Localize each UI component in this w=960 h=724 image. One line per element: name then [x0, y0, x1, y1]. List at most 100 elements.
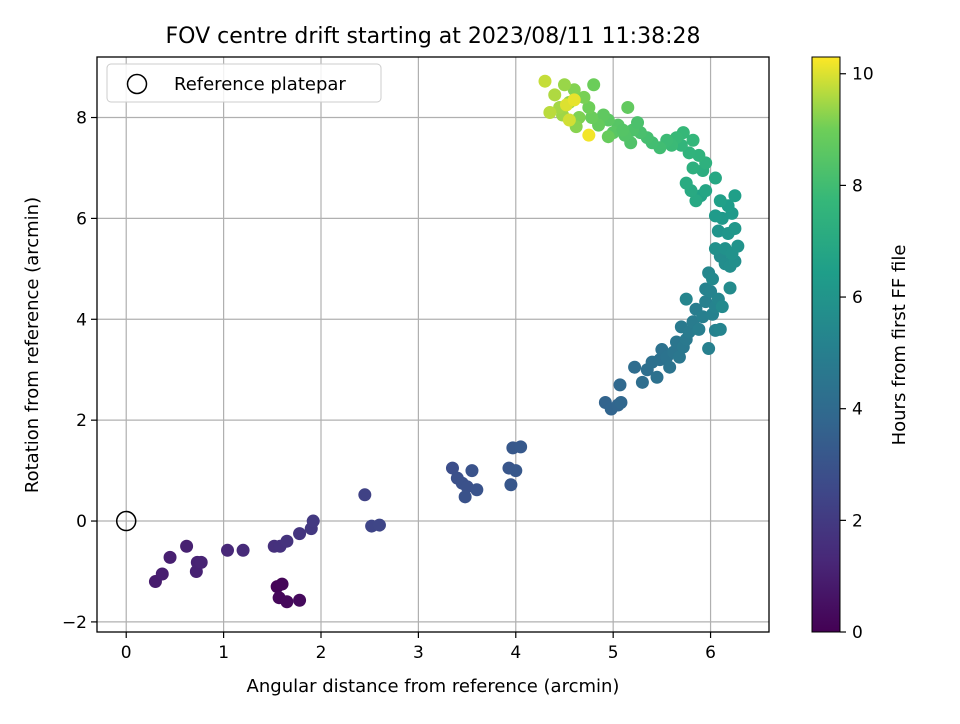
scatter-point [458, 490, 472, 504]
legend-marker-icon [126, 73, 148, 95]
colorbar-tick-label: 0 [852, 623, 863, 643]
scatter-point [372, 518, 386, 532]
scatter-point [470, 483, 484, 497]
y-tick-label: −2 [62, 613, 87, 633]
scatter-point [275, 577, 289, 591]
x-tick-label: 0 [121, 643, 132, 663]
scatter-point [587, 78, 601, 92]
scatter-point [306, 514, 320, 528]
scatter-point [689, 194, 703, 208]
scatter-point [628, 360, 642, 374]
scatter-point [686, 161, 700, 175]
scatter-point [696, 310, 710, 324]
y-axis-ticks: −2 0 2 4 6 8 [62, 109, 97, 633]
scatter-point [699, 184, 713, 198]
x-axis-label: Angular distance from reference (arcmin) [247, 676, 620, 697]
scatter-point [548, 88, 562, 102]
scatter-point [708, 171, 722, 185]
scatter-point [713, 194, 727, 208]
scatter-point [236, 543, 250, 557]
scatter-point [728, 189, 742, 203]
x-axis-ticks: 0 1 2 3 4 5 6 [121, 632, 716, 663]
scatter-point [280, 595, 294, 609]
plot-frame [96, 56, 770, 633]
scatter-point [567, 83, 581, 97]
x-tick-label: 6 [705, 643, 716, 663]
colorbar-tick-label: 4 [852, 400, 863, 420]
x-tick-label: 2 [316, 643, 327, 663]
scatter-point [715, 300, 729, 314]
x-tick-label: 1 [218, 643, 229, 663]
scatter-point [194, 555, 208, 569]
scatter-point [728, 221, 742, 235]
scatter-point [601, 130, 615, 144]
colorbar-tick-label: 2 [852, 511, 863, 531]
legend-box [106, 63, 382, 103]
colorbar-tick-label: 6 [852, 288, 863, 308]
scatter-point [514, 440, 528, 454]
scatter-point [155, 567, 169, 581]
grid-lines [97, 57, 769, 632]
colorbar-gradient [811, 56, 841, 633]
colorbar: 0 2 4 6 8 10 Hours from first FF file [811, 56, 910, 643]
scatter-point [699, 295, 713, 309]
scatter-point [663, 360, 677, 374]
scatter-point [465, 464, 479, 478]
scatter-point [621, 100, 635, 114]
scatter-point [221, 543, 235, 557]
scatter-point [280, 534, 294, 548]
colorbar-label: Hours from first FF file [889, 245, 910, 446]
scatter-point [293, 527, 307, 541]
scatter-point [445, 461, 459, 475]
legend: Reference platepar [106, 63, 382, 103]
scatter-point [567, 93, 581, 107]
scatter-point [682, 325, 696, 339]
y-tick-label: 6 [76, 209, 87, 229]
scatter-point [163, 550, 177, 564]
scatter-point [706, 272, 720, 286]
chart-title: FOV centre drift starting at 2023/08/11 … [166, 24, 701, 49]
scatter-point [293, 593, 307, 607]
scatter-point [614, 396, 628, 410]
scatter-point [708, 209, 722, 223]
scatter-point [650, 370, 664, 384]
scatter-point [635, 375, 649, 389]
scatter-point [180, 539, 194, 553]
y-tick-label: 2 [76, 411, 87, 431]
x-tick-label: 4 [510, 643, 521, 663]
y-tick-label: 0 [76, 512, 87, 532]
scatter-point [692, 322, 706, 336]
scatter-point [708, 242, 722, 256]
scatter-point [713, 322, 727, 336]
scatter-point [538, 74, 552, 88]
scatter-point [358, 488, 372, 502]
scatter-point [577, 90, 591, 104]
scatter-point [613, 378, 627, 392]
scatter-point [679, 292, 693, 306]
scatter-point [543, 105, 557, 119]
scatter-point [631, 116, 645, 130]
scatter-point [692, 148, 706, 162]
scatter-point [585, 111, 599, 125]
data-points [148, 74, 745, 609]
scatter-point [679, 176, 693, 190]
scatter-point [509, 464, 523, 478]
scatter-point [731, 239, 745, 253]
scatter-point [616, 123, 630, 137]
colorbar-ticks: 0 2 4 6 8 10 [840, 65, 874, 643]
x-tick-label: 3 [413, 643, 424, 663]
colorbar-tick-label: 8 [852, 176, 863, 196]
legend-entry: Reference platepar [174, 74, 346, 95]
scatter-point [711, 224, 725, 238]
scatter-point [557, 78, 571, 92]
reference-point [115, 510, 137, 532]
scatter-point [672, 350, 686, 364]
reference-marker [115, 510, 137, 532]
scatter-point [596, 108, 610, 122]
scatter-point [562, 113, 576, 127]
colorbar-tick-label: 10 [852, 65, 874, 85]
scatter-point [582, 100, 596, 114]
scatter-point [702, 342, 716, 356]
